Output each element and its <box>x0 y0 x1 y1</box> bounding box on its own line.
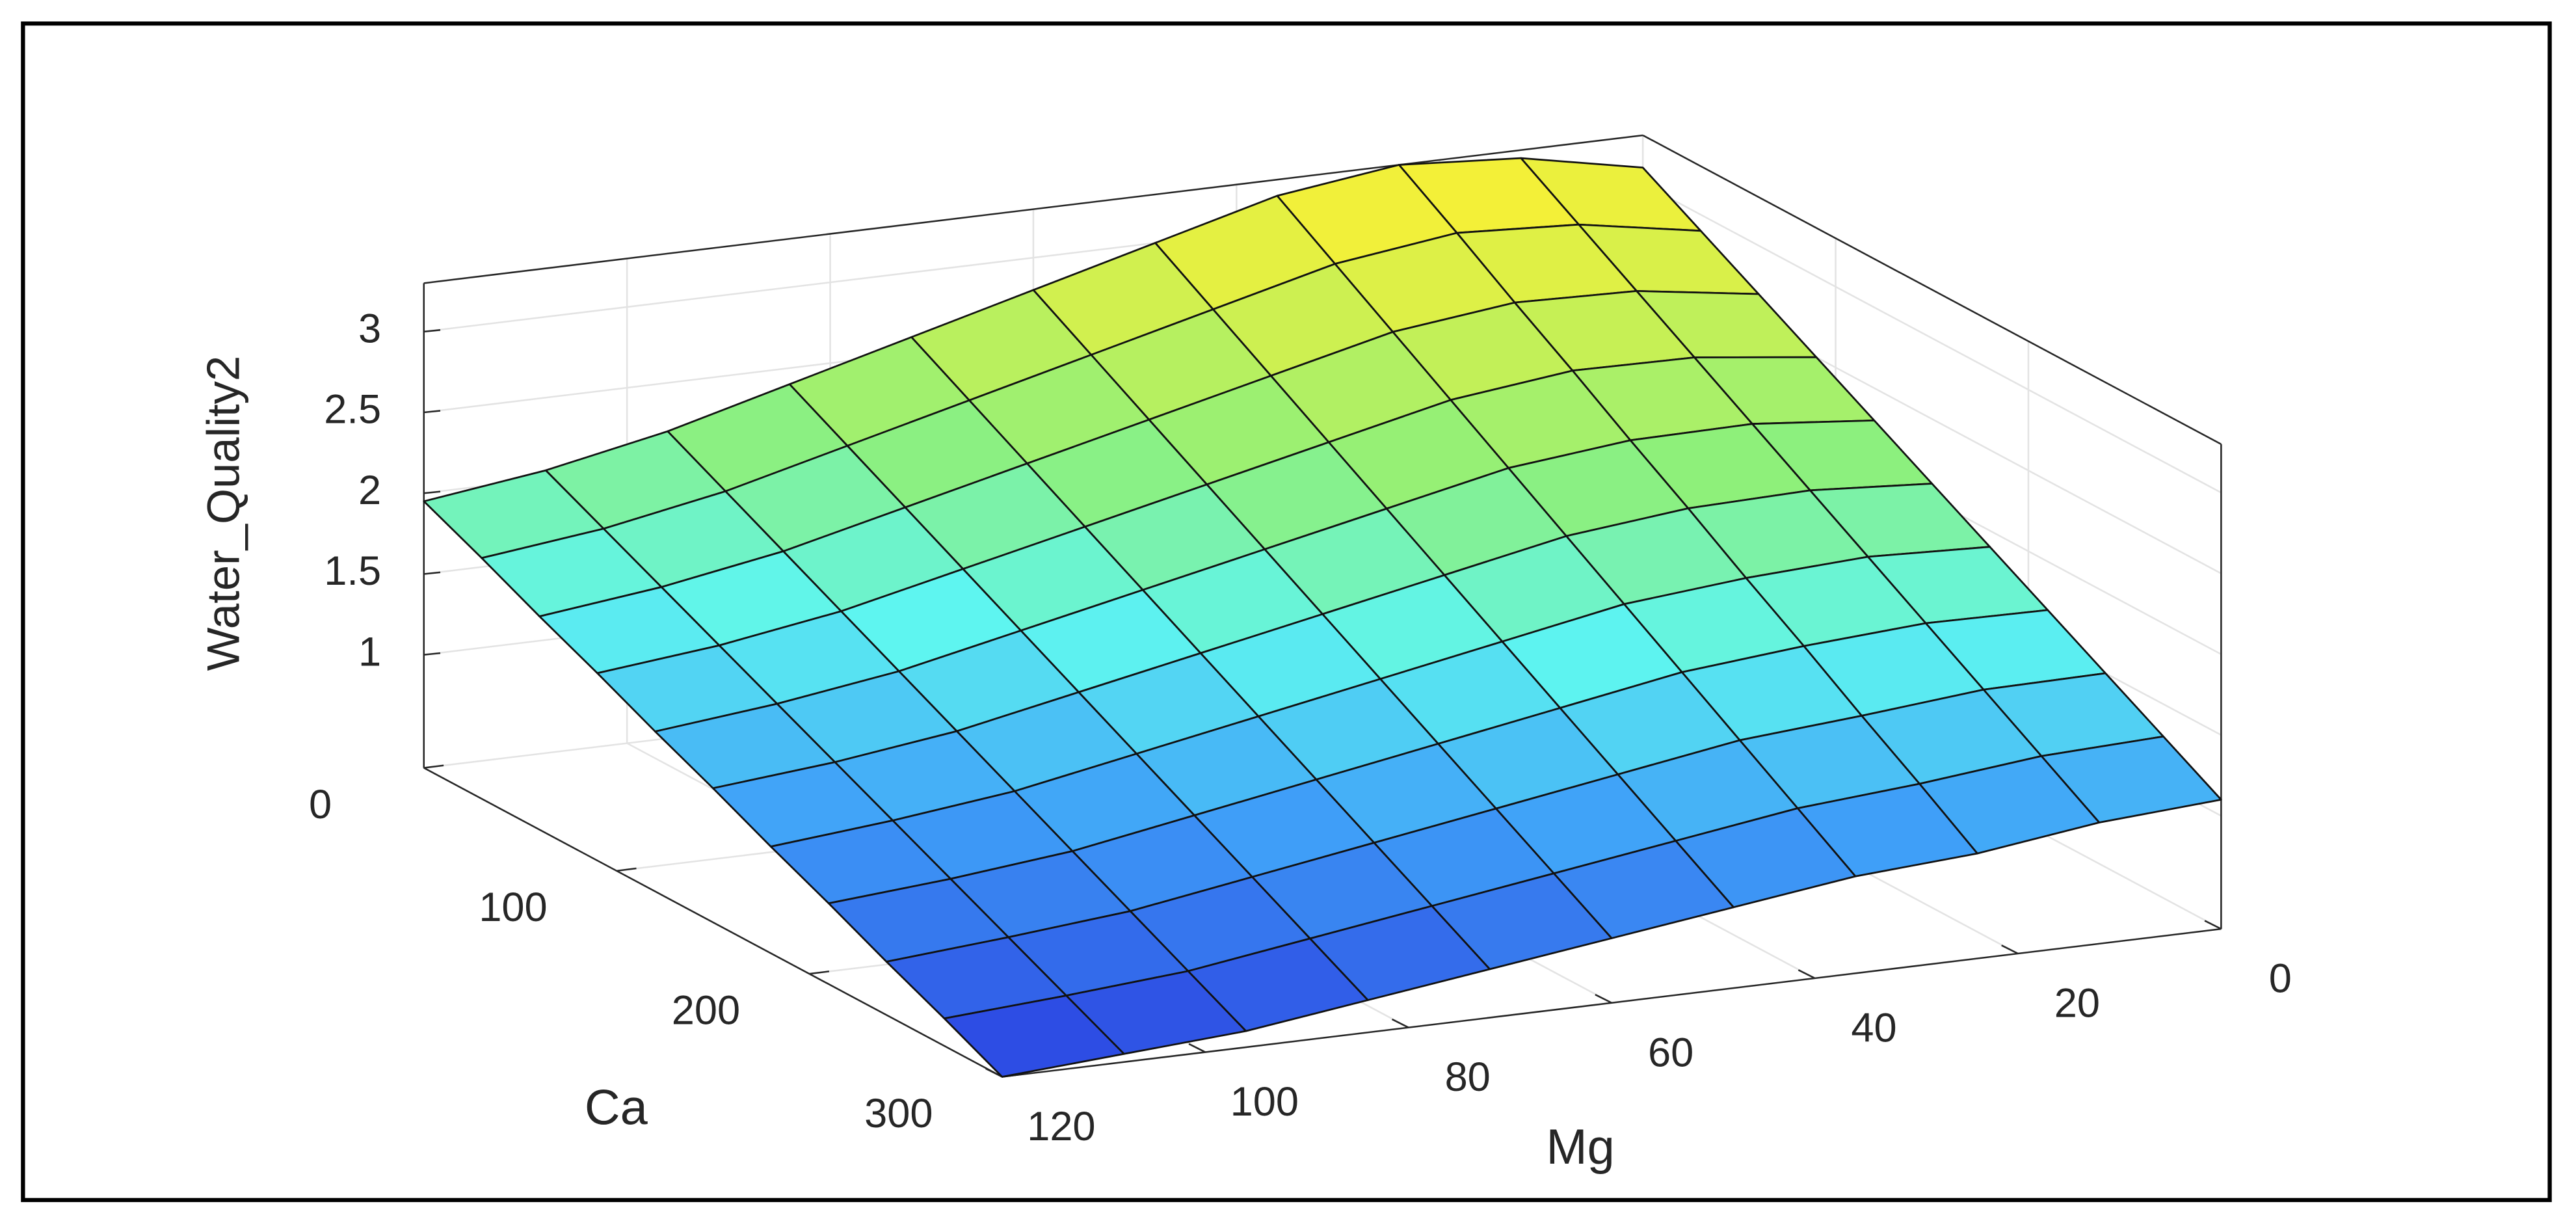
x-tick <box>985 1067 1003 1078</box>
y-tick-label: 200 <box>672 987 740 1033</box>
z-tick-label: 3 <box>358 306 381 352</box>
x-tick-label: 80 <box>1445 1054 1491 1100</box>
x-tick-label: 60 <box>1648 1030 1693 1075</box>
y-tick <box>809 970 830 975</box>
x-tick <box>1188 1043 1206 1053</box>
axis-labels: Ca Mg Water_Quality2 <box>197 356 1614 1175</box>
x-axis-label: Mg <box>1547 1119 1615 1175</box>
z-tick <box>423 410 441 414</box>
z-tick-label: 2 <box>358 468 381 513</box>
z-tick <box>423 329 441 333</box>
box-edge <box>423 767 1003 1078</box>
x-tick-label: 40 <box>1851 1005 1896 1050</box>
y-tick <box>616 867 637 872</box>
x-tick-label: 120 <box>1027 1104 1095 1149</box>
z-tick-label: 2.5 <box>324 387 381 433</box>
z-tick-label: 1.5 <box>324 548 381 594</box>
surface-patch <box>943 995 1125 1078</box>
x-tick <box>2204 920 2222 930</box>
z-tick <box>423 652 441 656</box>
x-tick <box>1391 1018 1409 1028</box>
x-tick-label: 0 <box>2269 956 2292 1002</box>
surface <box>423 157 2222 1078</box>
x-tick <box>2001 944 2019 955</box>
z-tick <box>423 571 441 575</box>
z-axis-label: Water_Quality2 <box>197 356 248 671</box>
x-tick-label: 100 <box>1230 1079 1299 1125</box>
box-edge <box>423 134 1643 284</box>
z-tick <box>423 490 441 494</box>
x-tick <box>1595 994 1612 1004</box>
y-tick-label: 0 <box>309 782 332 827</box>
box-edge <box>1642 134 2222 445</box>
y-axis-label: Ca <box>585 1080 648 1136</box>
y-tick-label: 300 <box>864 1091 933 1136</box>
y-tick-label: 100 <box>479 885 547 930</box>
x-tick <box>1798 969 1816 980</box>
y-tick <box>423 764 444 769</box>
z-tick-label: 1 <box>358 629 381 675</box>
x-tick-label: 20 <box>2054 981 2100 1026</box>
